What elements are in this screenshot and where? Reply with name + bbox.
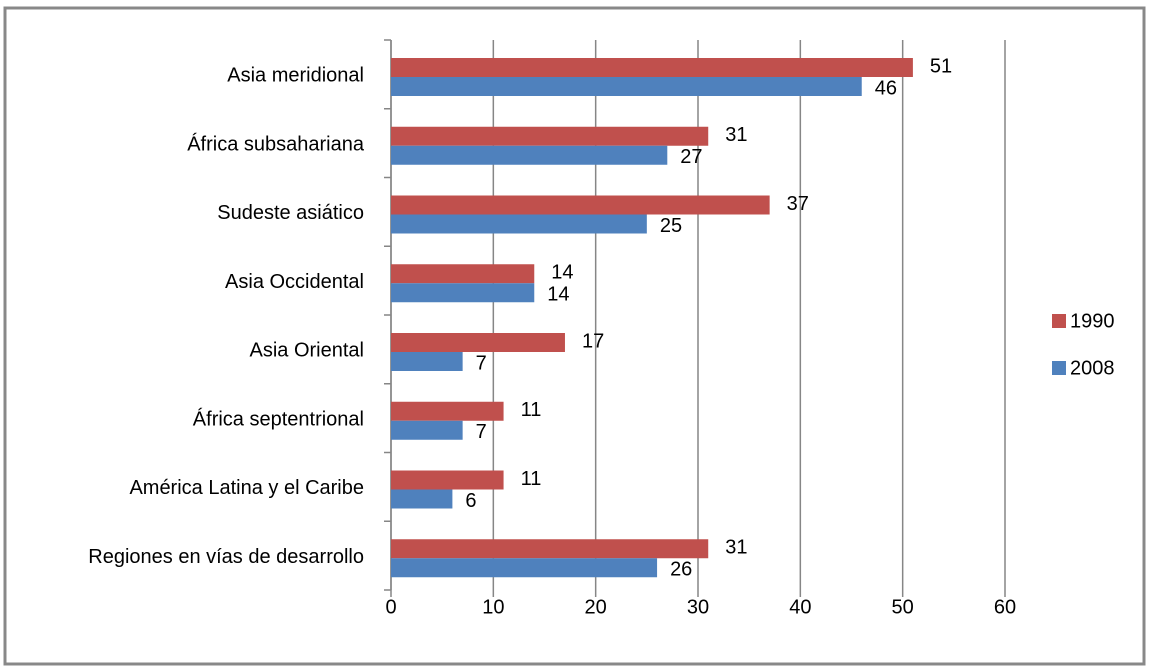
x-tick-label: 10 — [482, 596, 504, 618]
bar — [391, 126, 709, 146]
bar — [391, 77, 862, 96]
bar — [391, 420, 463, 440]
x-tick-label: 20 — [585, 596, 607, 618]
y-tick-label: Sudeste asiático — [217, 202, 364, 224]
bar — [391, 264, 535, 284]
value-label: 46 — [875, 77, 897, 99]
value-label: 7 — [476, 421, 487, 443]
value-label: 25 — [660, 215, 682, 237]
bar — [391, 283, 535, 303]
y-tick-label: Regiones en vías de desarrollo — [88, 546, 364, 568]
value-label: 14 — [551, 262, 573, 284]
value-label: 11 — [521, 468, 542, 490]
value-label: 7 — [476, 352, 487, 374]
legend-label: 2008 — [1070, 357, 1115, 379]
bar — [391, 195, 770, 215]
bar — [391, 214, 647, 234]
bar — [391, 333, 565, 352]
x-tick-label: 40 — [789, 596, 811, 618]
y-tick-label: África septentrional — [193, 407, 364, 430]
legend-swatch — [1052, 314, 1066, 328]
y-tick-label: América Latina y el Caribe — [129, 477, 364, 499]
bar — [391, 401, 504, 421]
bar — [391, 58, 913, 77]
y-tick-label: Asia Occidental — [225, 271, 364, 293]
value-label: 51 — [930, 55, 952, 77]
value-label: 26 — [670, 559, 692, 581]
value-label: 14 — [547, 284, 569, 306]
y-tick-label: Asia Oriental — [250, 340, 365, 362]
y-tick-label: Asia meridional — [227, 65, 364, 87]
value-label: 6 — [465, 490, 476, 512]
value-label: 31 — [725, 537, 747, 559]
bar — [391, 352, 463, 371]
legend-label: 1990 — [1070, 310, 1115, 332]
x-tick-label: 30 — [687, 596, 709, 618]
value-label: 17 — [582, 330, 604, 352]
bar — [391, 539, 709, 559]
value-label: 11 — [521, 399, 542, 421]
bar — [391, 145, 668, 165]
legend-swatch — [1052, 361, 1066, 375]
bar — [391, 470, 504, 490]
y-tick-label: África subsahariana — [187, 132, 365, 155]
x-tick-label: 50 — [892, 596, 914, 618]
bar — [391, 489, 453, 509]
x-tick-label: 60 — [994, 596, 1016, 618]
value-label: 27 — [680, 146, 702, 168]
bar — [391, 558, 658, 578]
x-tick-label: 0 — [385, 596, 396, 618]
value-label: 31 — [725, 124, 747, 146]
value-label: 37 — [787, 193, 809, 215]
